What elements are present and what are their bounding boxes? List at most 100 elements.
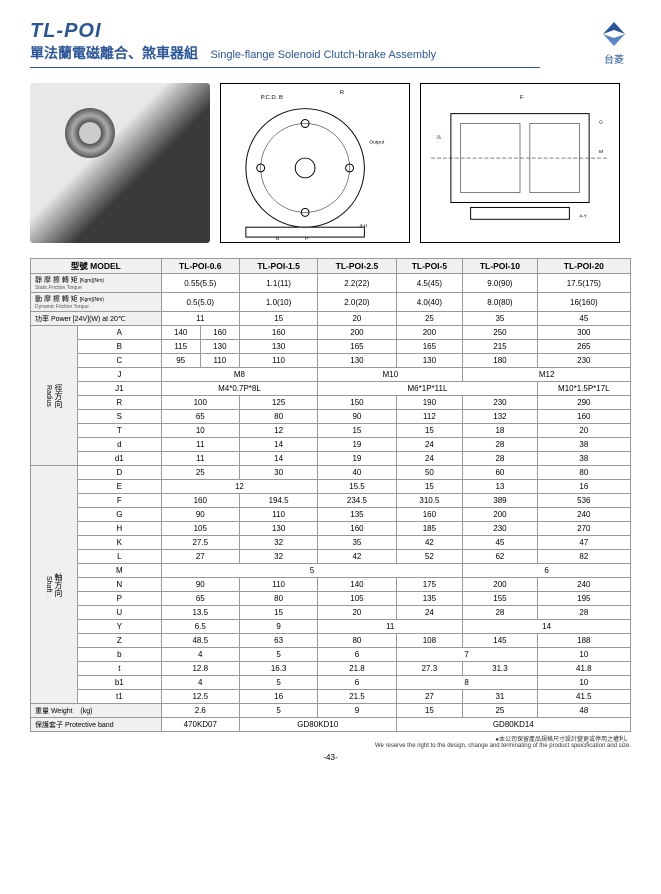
cell: 25 <box>463 704 537 718</box>
cell: 38 <box>537 438 630 452</box>
cell: 4 <box>161 648 239 662</box>
cell: 4.0(40) <box>396 293 463 312</box>
dim-key: t <box>78 662 162 676</box>
cell: 9 <box>239 620 317 634</box>
product-code: TL-POI <box>30 20 540 43</box>
cell: 115 <box>161 340 200 354</box>
cell: 45 <box>463 536 537 550</box>
dim-key: Z <box>78 634 162 648</box>
cell: 90 <box>161 578 239 592</box>
header-row: 型號 MODEL TL-POI-0.6 TL-POI-1.5 TL-POI-2.… <box>31 259 631 274</box>
cell: 15 <box>318 424 396 438</box>
model-col: TL-POI-20 <box>537 259 630 274</box>
cell: 165 <box>318 340 396 354</box>
logo-text: 台菱 <box>597 51 631 66</box>
cell: 300 <box>537 326 630 340</box>
cell: 10 <box>537 648 630 662</box>
cell: 48.5 <box>161 634 239 648</box>
cell: 20 <box>537 424 630 438</box>
dim-key: B <box>78 340 162 354</box>
svg-text:N: N <box>276 236 280 242</box>
cell: 11 <box>161 438 239 452</box>
cell: M12 <box>463 368 631 382</box>
radius-group-label: 徑方向Radius <box>31 326 78 466</box>
cell: 389 <box>463 494 537 508</box>
cell: GD80KD10 <box>239 718 396 732</box>
cell: 12.5 <box>161 690 239 704</box>
cell: 200 <box>396 326 463 340</box>
logo-block: 台菱 <box>597 20 631 66</box>
front-diagram: P.C.D. B R Output 4-U N P <box>220 83 410 243</box>
cell: 470KD07 <box>161 718 239 732</box>
cell: 12 <box>239 424 317 438</box>
cell: 42 <box>318 550 396 564</box>
dim-key: C <box>78 354 162 368</box>
weight-label: 重量 Weight (kg) <box>31 704 162 718</box>
dim-key: d1 <box>78 452 162 466</box>
cell: 24 <box>396 438 463 452</box>
product-photo <box>30 83 210 243</box>
cell: 15 <box>239 606 317 620</box>
cell: 9 <box>318 704 396 718</box>
cell: 15 <box>396 704 463 718</box>
title-block: TL-POI 單法蘭電磁離合、煞車器組 Single-flange Soleno… <box>30 20 540 68</box>
svg-text:R: R <box>340 90 344 96</box>
cell: 100 <box>161 396 239 410</box>
cell: 35 <box>463 312 537 326</box>
svg-text:F: F <box>520 95 524 101</box>
cell: 160 <box>161 494 239 508</box>
cell: 234.5 <box>318 494 396 508</box>
cell: 25 <box>161 466 239 480</box>
svg-text:P.C.D. B: P.C.D. B <box>261 95 283 101</box>
cell: 230 <box>463 396 537 410</box>
cell: 80 <box>239 592 317 606</box>
svg-text:Output: Output <box>369 139 384 145</box>
cell: 108 <box>396 634 463 648</box>
cell: 52 <box>396 550 463 564</box>
cell: 28 <box>463 606 537 620</box>
cell: 160 <box>200 326 239 340</box>
cell: 11 <box>161 452 239 466</box>
cell: 536 <box>537 494 630 508</box>
cell: 28 <box>463 452 537 466</box>
dim-key: K <box>78 536 162 550</box>
cell: 90 <box>318 410 396 424</box>
cell: 15 <box>396 424 463 438</box>
subtitle-en: Single-flange Solenoid Clutch-brake Asse… <box>210 49 436 61</box>
cell: M10 <box>318 368 463 382</box>
side-diagram: F G M 4-Y J1 <box>420 83 620 243</box>
dim-key: t1 <box>78 690 162 704</box>
svg-text:4-U: 4-U <box>359 223 367 229</box>
cell: 188 <box>537 634 630 648</box>
cell: 110 <box>239 578 317 592</box>
cell: 190 <box>396 396 463 410</box>
cell: 17.5(175) <box>537 274 630 293</box>
images-row: P.C.D. B R Output 4-U N P F G M 4-Y J1 <box>30 83 631 243</box>
subtitle-row: 單法蘭電磁離合、煞車器組 Single-flange Solenoid Clut… <box>30 43 540 63</box>
cell: 27 <box>161 550 239 564</box>
cell: 110 <box>200 354 239 368</box>
cell: 125 <box>239 396 317 410</box>
svg-text:M: M <box>599 149 603 155</box>
dim-key: L <box>78 550 162 564</box>
spec-table: 型號 MODEL TL-POI-0.6 TL-POI-1.5 TL-POI-2.… <box>30 258 631 732</box>
cell: 19 <box>318 438 396 452</box>
dim-key: R <box>78 396 162 410</box>
cell: 16(160) <box>537 293 630 312</box>
cell: 4 <box>161 676 239 690</box>
footer: ●本公司保留產品規格尺寸設計變更或停用之權利。 We reserve the r… <box>30 734 631 749</box>
cell: 24 <box>396 452 463 466</box>
protective-band-label: 保護套子 Protective band <box>31 718 162 732</box>
dim-key: F <box>78 494 162 508</box>
cell: 240 <box>537 578 630 592</box>
cell: 265 <box>537 340 630 354</box>
company-logo-icon <box>597 20 631 46</box>
header: TL-POI 單法蘭電磁離合、煞車器組 Single-flange Soleno… <box>30 20 631 68</box>
cell: 5 <box>239 648 317 662</box>
cell: 140 <box>161 326 200 340</box>
cell: 18 <box>463 424 537 438</box>
cell: 19 <box>318 452 396 466</box>
dim-key: P <box>78 592 162 606</box>
cell: M4*0.7P*8L <box>161 382 318 396</box>
cell: 140 <box>318 578 396 592</box>
